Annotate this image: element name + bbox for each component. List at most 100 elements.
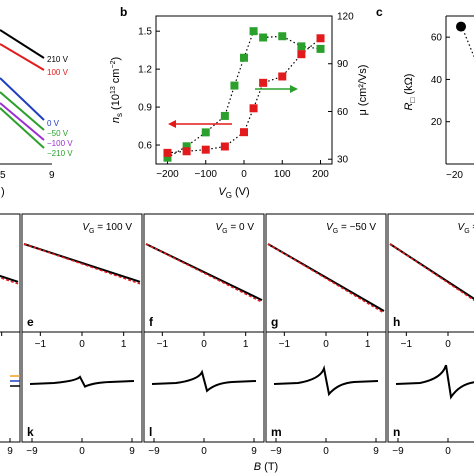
panel-b-xtick-label-0: −200 [156,169,179,180]
row-klmn-toptick-label-4-1: 0 [445,339,451,350]
panel-b-series-1-point-8 [297,50,306,59]
row-efgh-fit-4 [389,243,474,302]
row-klmn-bottick-label-3-2: 9 [373,446,379,457]
panel-a-x-label-partial: ) [1,186,5,198]
row-efgh-vg-1: VG = 100 V [82,222,132,235]
panel-b-series-1-point-2 [201,145,210,154]
row-klmn-bottick-label-2-1: 0 [201,446,207,457]
panel-b-series-0-point-6 [249,27,258,36]
panel-b-series-0-point-4 [230,81,239,90]
panel-b-series-1-line [167,37,321,154]
row-klmn-panel-3: −1 0 1 −9 0 9 m [265,331,387,457]
row-klmn-toptick-label-2-0: −1 [157,339,169,350]
panel-c-ytick-label-0: 20 [431,117,443,128]
panel-c-x-tick-partial: −20 [446,170,463,181]
row-efgh: e VG = 100 V f VG = 0 V g VG = −50 V h VG = −10 [0,213,474,333]
row-efgh-panel-1: e VG = 100 V [21,213,143,333]
panel-a-line-5 [0,107,45,149]
row-efgh-data-4 [389,243,474,300]
panel-b: b −200 −100 0 100 200 0.6 0.9 1.2 1.5 30 60 90 120 V… [110,5,369,200]
row-efgh-panel-2: f VG = 0 V [143,213,265,333]
panel-b-series-1-point-6 [259,78,268,87]
row-klmn-frame-0 [0,331,21,443]
panel-b-series-0-point-9 [297,42,306,51]
panel-b-series-1-point-3 [220,142,229,151]
panel-b-xtick-label-1: −100 [194,169,217,180]
panel-c-dotted-line [462,29,474,57]
panel-a-legend-0: 210 V [47,55,69,64]
row-efgh-fit-3 [267,243,385,314]
row-klmn-toptick-label-3-2: 1 [365,339,371,350]
row-klmn-toptick-label-3-0: −1 [279,339,291,350]
panel-b-ytick-left-label-2: 1.2 [138,65,152,76]
row-efgh-vg-3: VG = −50 V [326,222,376,235]
row-klmn-bottick-label-1-0: −9 [26,446,38,457]
row-klmn-bottick-label-2-2: 9 [251,446,257,457]
panel-a-legend-2: 0 V [47,119,60,128]
panel-c-data [456,21,474,57]
panel-b-xtick-label-3: 100 [274,169,291,180]
row-efgh-panel-3: g VG = −50 V [265,213,387,333]
panel-b-arrow-left [168,120,232,128]
panel-a-legend-5: −210 V [47,149,73,158]
row-klmn-toptick-label-2-1: 0 [201,339,207,350]
row-klmn-letter-m: m [271,425,282,439]
panel-a-line-2 [0,77,45,121]
panel-b-xlabel: VG (V) [218,186,249,200]
panel-b-ytick-right-label-3: 120 [337,12,354,23]
row-efgh-vg-4: VG = −10 [458,222,474,235]
row-klmn-data-3 [273,364,379,397]
panel-a-legend-4: −100 V [47,139,73,148]
panel-b-letter: b [120,5,127,19]
panel-b-ylabel-left: ns (1013 cm−2) [110,57,124,123]
row-klmn-bottick-label-3-0: −9 [270,446,282,457]
panel-b-ytick-right-label-0: 30 [337,155,349,166]
panel-c-ylabel: R□ (kΩ) [403,74,417,111]
panel-b-arrow-right [255,85,298,93]
panel-b-series-0-point-10 [316,44,325,53]
panel-a-line-4 [0,102,45,141]
panel-c-ytick-label-1: 40 [431,75,443,86]
panel-a-legend: 210 V 100 V 0 V−50 V−100 V−210 V [47,55,73,158]
panel-b-series-1-point-0 [163,148,172,157]
panel-b-xtick-label-4: 200 [312,169,329,180]
panel-a-line-0 [0,29,45,59]
row-klmn-letter-n: n [393,425,400,439]
row-klmn-letter-k: k [27,425,34,439]
row-klmn-panel-2: −1 0 1 −9 0 9 l [143,331,265,457]
row-efgh-vg-2: VG = 0 V [215,222,254,235]
panel-b-ytick-right-label-2: 90 [337,59,349,70]
panel-b-ylabel-right: μ (cm²/Vs) [357,65,369,116]
panel-c-letter: c [376,5,383,19]
row-klmn-toptick-label-1-2: 1 [121,339,127,350]
row-klmn-bottick-label-1-1: 0 [79,446,85,457]
row-efgh-panel-4: h VG = −10 [387,213,474,333]
row-klmn-data-2 [151,369,257,393]
row-klmn-toptick-label-4-0: −1 [401,339,413,350]
row-klmn-panel-1: −1 0 1 −9 0 9 k [21,331,143,457]
panel-b-xtick-label-2: 0 [241,169,247,180]
panel-b-series [163,27,325,162]
panel-b-series-0-point-3 [220,111,229,120]
row-efgh-fit-2 [145,243,263,303]
panel-b-ytick-left-label-3: 1.5 [138,27,152,38]
panel-c: c 20 40 60 R□ (kΩ) −20 [376,5,474,181]
row-efgh-data-1 [23,243,141,283]
row-klmn-toptick-label-1-1: 0 [79,339,85,350]
panel-b-series-0-point-1 [182,142,191,151]
panel-a-x-tick-9: 9 [49,170,55,181]
row-klmn-toptick-label-3-1: 0 [323,339,329,350]
row-efgh-data-0 [0,274,19,283]
panel-b-ytick-left-label-0: 0.6 [138,141,152,152]
panel-c-ticks: 20 40 60 [431,33,450,128]
panel-a: 210 V 100 V 0 V−50 V−100 V−210 V 5 9 ) [0,29,73,198]
row-klmn-panel-0: 9 [0,331,21,457]
row-klmn-toptick-label-1-0: −1 [35,339,47,350]
row-klmn-data-4 [395,364,474,400]
row-klmn-letter-l: l [149,425,152,439]
row-klmn-xlabel: B (T) [254,461,278,473]
panel-b-series-0-point-0 [163,153,172,162]
row-klmn-bottick-label-1-2: 9 [129,446,135,457]
row-klmn-bottick-label-4-1: 0 [445,446,451,457]
